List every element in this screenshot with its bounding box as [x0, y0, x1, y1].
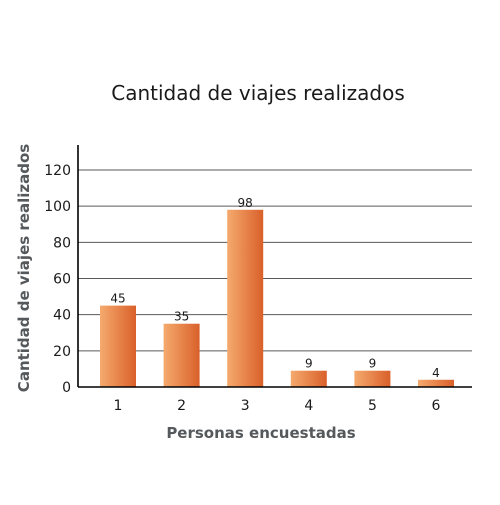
data-labels: 45 35 98 9 9 4	[110, 196, 439, 380]
x-tick-label: 1	[114, 398, 123, 414]
bar-value-label: 9	[369, 357, 377, 371]
y-tick-label: 40	[53, 308, 71, 324]
bar-value-label: 35	[174, 310, 189, 324]
y-axis-title: Cantidad de viajes realizados	[15, 144, 33, 392]
y-tick-label: 120	[44, 163, 71, 179]
bar-value-label: 4	[432, 366, 440, 380]
x-axis-title: Personas encuestadas	[166, 424, 355, 442]
x-tick-label: 6	[432, 398, 441, 414]
x-tick-label: 2	[177, 398, 186, 414]
y-tick-label: 60	[53, 272, 71, 288]
bar-value-label: 45	[110, 292, 125, 306]
bar-value-label: 9	[305, 357, 313, 371]
x-tick-label: 4	[304, 398, 313, 414]
chart-title: Cantidad de viajes realizados	[111, 81, 405, 105]
y-tick-label: 100	[44, 199, 71, 215]
y-tick-label: 20	[53, 344, 71, 360]
bars	[100, 209, 454, 387]
bar	[418, 379, 454, 387]
bar	[100, 305, 136, 387]
bar	[227, 209, 264, 387]
bar	[290, 370, 327, 387]
x-tick-label: 5	[368, 398, 377, 414]
bar-value-label: 98	[238, 196, 253, 210]
x-tick-label: 3	[241, 398, 250, 414]
y-tick-label: 0	[62, 380, 71, 396]
bar	[354, 370, 391, 387]
bar	[163, 323, 200, 387]
y-tick-label: 80	[53, 235, 71, 251]
gridlines	[78, 169, 472, 352]
